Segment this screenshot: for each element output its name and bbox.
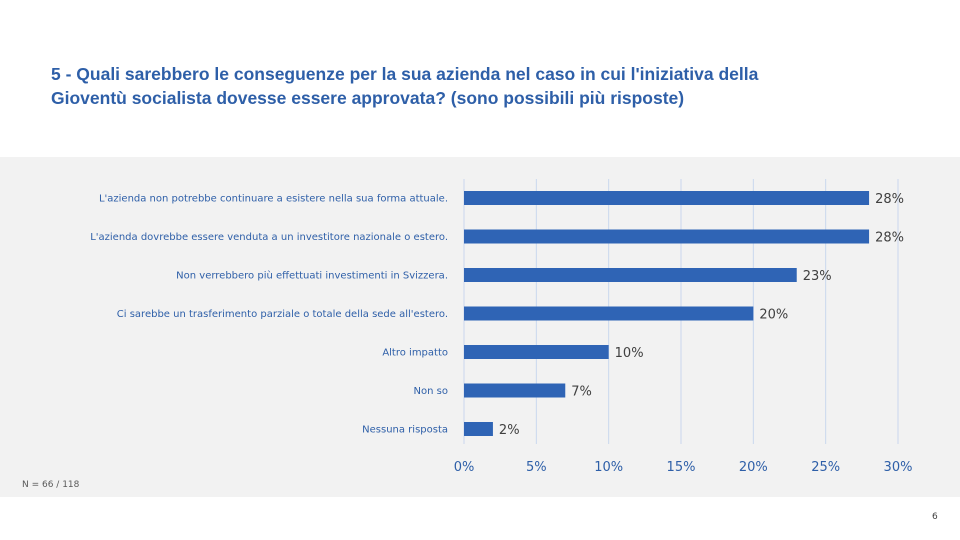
sample-size-note: N = 66 / 118 [22, 480, 80, 490]
x-tick-label-15: 15% [667, 460, 696, 475]
chart-title-line-1: 5 - Quali sarebbero le conseguenze per l… [51, 64, 759, 84]
x-tick-label-20: 20% [739, 460, 768, 475]
category-label-0: L'azienda non potrebbe continuare a esis… [99, 194, 448, 205]
data-label-6: 2% [499, 423, 520, 438]
bar-6 [464, 422, 493, 436]
bar-3 [464, 306, 754, 321]
category-label-4: Altro impatto [382, 348, 448, 359]
chart-title: 5 - Quali sarebbero le conseguenze per l… [51, 62, 871, 110]
bar-2 [464, 268, 797, 282]
category-label-2: Non verrebbero più effettuati investimen… [176, 270, 448, 282]
chart-title-line-2: Gioventù socialista dovesse essere appro… [51, 88, 685, 108]
x-tick-label-5: 5% [526, 460, 547, 475]
bar-0 [464, 191, 870, 205]
bar-chart: L'azienda non potrebbe continuare a esis… [90, 179, 913, 475]
category-label-3: Ci sarebbe un trasferimento parziale o t… [117, 309, 448, 320]
page-number: 6 [932, 512, 938, 522]
x-tick-label-25: 25% [811, 460, 840, 475]
data-label-4: 10% [615, 346, 644, 361]
x-tick-label-10: 10% [594, 460, 623, 475]
category-label-6: Nessuna risposta [362, 425, 448, 436]
bar-4 [464, 345, 609, 359]
data-label-3: 20% [759, 308, 788, 323]
data-label-1: 28% [875, 231, 904, 246]
bar-1 [464, 229, 870, 244]
bar-5 [464, 383, 566, 398]
category-label-5: Non so [414, 386, 448, 397]
data-label-0: 28% [875, 192, 904, 207]
chart-panel: L'azienda non potrebbe continuare a esis… [0, 157, 960, 497]
x-tick-label-30: 30% [884, 460, 913, 475]
data-label-2: 23% [803, 269, 832, 284]
category-label-1: L'azienda dovrebbe essere venduta a un i… [90, 232, 448, 243]
data-label-5: 7% [571, 385, 592, 400]
x-tick-label-0: 0% [454, 460, 475, 475]
